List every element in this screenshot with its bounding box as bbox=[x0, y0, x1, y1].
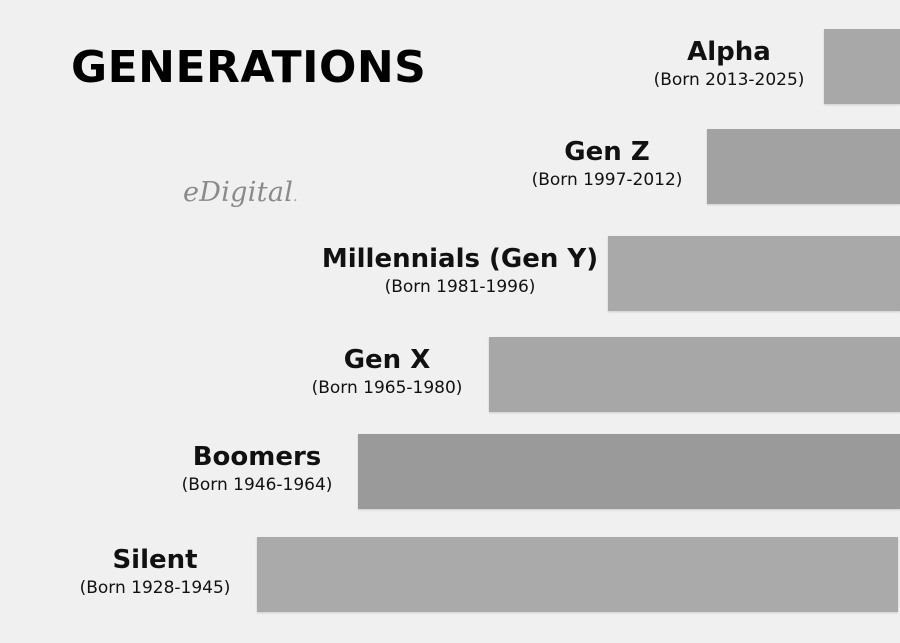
generation-name: Boomers bbox=[192, 442, 322, 472]
generation-born-range: (Born 1928-1945) bbox=[79, 578, 231, 598]
generation-name: Silent bbox=[112, 545, 198, 575]
generation-bar-gen-x bbox=[489, 337, 900, 412]
generation-name: Millennials (Gen Y) bbox=[321, 244, 599, 274]
generation-born-range: (Born 1981-1996) bbox=[384, 277, 536, 297]
generation-label-alpha: Alpha (Born 2013-2025) bbox=[624, 35, 834, 91]
generation-bar-alpha bbox=[824, 29, 900, 104]
generation-name: Gen X bbox=[343, 345, 431, 375]
edigital-logo: eDigital. bbox=[183, 176, 298, 214]
generation-row-gen-z: Gen Z (Born 1997-2012) bbox=[0, 129, 900, 209]
generation-born-range: (Born 1965-1980) bbox=[311, 378, 463, 398]
generation-bar-gen-z bbox=[707, 129, 900, 204]
generation-bar-silent bbox=[257, 537, 898, 612]
page-title: GENERATIONS bbox=[71, 42, 427, 93]
generation-label-silent: Silent (Born 1928-1945) bbox=[55, 543, 255, 599]
generation-born-range: (Born 2013-2025) bbox=[653, 70, 805, 90]
generation-name: Gen Z bbox=[564, 137, 650, 167]
generation-label-boomers: Boomers (Born 1946-1964) bbox=[157, 440, 357, 496]
logo-text: eDigital bbox=[183, 177, 294, 208]
generation-row-silent: Silent (Born 1928-1945) bbox=[0, 537, 900, 617]
generation-name: Alpha bbox=[687, 37, 771, 67]
generation-row-gen-x: Gen X (Born 1965-1980) bbox=[0, 337, 900, 417]
generation-label-millennials: Millennials (Gen Y) (Born 1981-1996) bbox=[302, 242, 618, 298]
generation-label-gen-z: Gen Z (Born 1997-2012) bbox=[507, 135, 707, 191]
generation-row-millennials: Millennials (Gen Y) (Born 1981-1996) bbox=[0, 236, 900, 316]
generation-row-boomers: Boomers (Born 1946-1964) bbox=[0, 434, 900, 514]
generation-born-range: (Born 1946-1964) bbox=[181, 475, 333, 495]
generation-bar-millennials bbox=[608, 236, 900, 311]
generation-label-gen-x: Gen X (Born 1965-1980) bbox=[287, 343, 487, 399]
generation-row-alpha: Alpha (Born 2013-2025) bbox=[0, 29, 900, 109]
generation-bar-boomers bbox=[358, 434, 900, 509]
logo-mark: . bbox=[293, 189, 298, 205]
generation-born-range: (Born 1997-2012) bbox=[531, 170, 683, 190]
